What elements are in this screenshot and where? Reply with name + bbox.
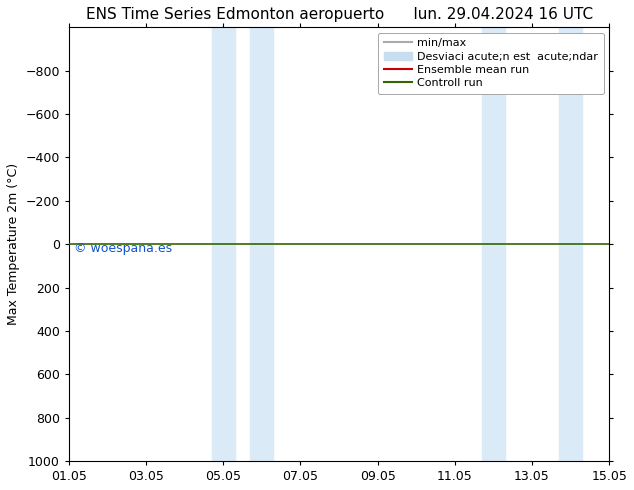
Bar [559, 27, 582, 461]
Text: © woespana.es: © woespana.es [74, 242, 172, 255]
Bar [250, 27, 273, 461]
Bar [212, 27, 235, 461]
Title: ENS Time Series Edmonton aeropuerto      lun. 29.04.2024 16 UTC: ENS Time Series Edmonton aeropuerto lun.… [86, 7, 593, 22]
Y-axis label: Max Temperature 2m (°C): Max Temperature 2m (°C) [7, 163, 20, 325]
Legend: min/max, Desviaci acute;n est  acute;ndar, Ensemble mean run, Controll run: min/max, Desviaci acute;n est acute;ndar… [378, 33, 604, 94]
Bar [482, 27, 505, 461]
